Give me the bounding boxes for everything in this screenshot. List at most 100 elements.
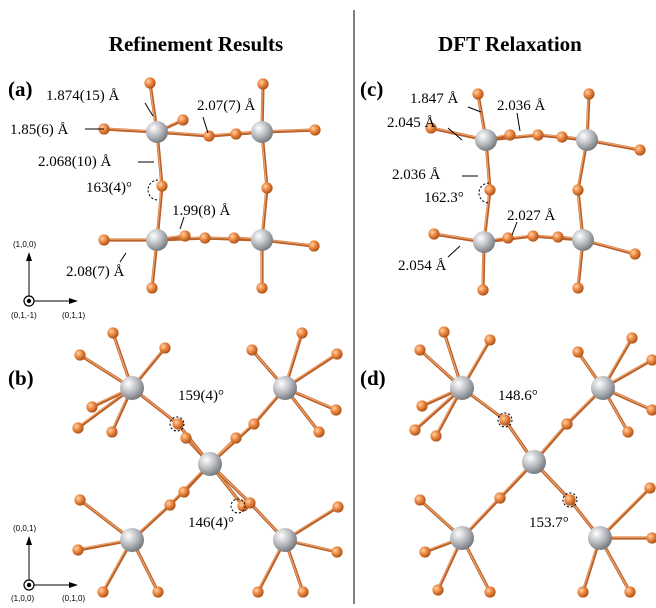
- axis-label-right: (0,1,0): [62, 594, 85, 603]
- angle-arc: [169, 416, 185, 432]
- bond-length-label: 2.036 Å: [497, 98, 546, 114]
- oxygen-atom: [564, 494, 576, 506]
- bond-angle-label: 162.3°: [424, 190, 464, 206]
- bond-length-label: 2.045 Å: [387, 115, 436, 131]
- bond-length-label: 1.847 Å: [410, 91, 459, 107]
- oxygen-atom: [577, 586, 589, 598]
- panel-b-structure: [72, 327, 344, 598]
- oxygen-atom: [308, 240, 320, 252]
- axis-label-origin: (1,0,0): [11, 594, 34, 603]
- oxygen-atom: [228, 232, 240, 244]
- panel-b-annotations: 159(4)° 146(4)°: [169, 388, 246, 531]
- oxygen-atom: [331, 546, 343, 558]
- oxygen-atom: [419, 546, 431, 558]
- oxygen-atom: [484, 586, 496, 598]
- oxygen-atom: [98, 234, 110, 246]
- metal-atom: [251, 121, 273, 143]
- axis-label-origin: (0,1,-1): [11, 311, 37, 320]
- oxygen-atom: [332, 501, 344, 513]
- oxygen-atom: [644, 482, 656, 494]
- oxygen-atom: [499, 414, 511, 426]
- oxygen-atom: [430, 430, 442, 442]
- axis-label-up: (1,0,0): [13, 240, 36, 249]
- oxygen-atom: [472, 88, 484, 100]
- oxygen-atom: [331, 348, 343, 360]
- bond-angle-label: 159(4)°: [178, 388, 224, 404]
- metal-atom: [522, 450, 546, 474]
- bond-length-label: 2.027 Å: [507, 208, 556, 224]
- metal-atom: [146, 229, 168, 251]
- oxygen-atom: [629, 248, 641, 260]
- oxygen-atom: [313, 426, 325, 438]
- metal-atom: [473, 231, 495, 253]
- angle-arc: [562, 492, 578, 508]
- oxygen-atom: [257, 78, 269, 90]
- oxygen-atom: [646, 532, 656, 544]
- oxygen-atom: [414, 494, 426, 506]
- panel-label-c: (c): [360, 77, 383, 101]
- oxygen-atom: [107, 327, 119, 339]
- title-refinement-results: Refinement Results: [109, 32, 283, 56]
- oxygen-atom: [297, 586, 309, 598]
- bond-length-label: 1.99(8) Å: [172, 203, 230, 219]
- oxygen-atom: [230, 432, 242, 444]
- bond-length-label: 1.874(15) Å: [46, 88, 119, 104]
- panel-a-structure: [98, 77, 321, 294]
- oxygen-atom: [477, 284, 489, 296]
- oxygen-atom: [561, 418, 573, 430]
- panel-d-structure: [409, 326, 656, 598]
- oxygen-atom: [504, 129, 516, 141]
- oxygen-atom: [432, 584, 444, 596]
- metal-atom: [273, 376, 297, 400]
- oxygen-atom: [572, 282, 584, 294]
- oxygen-atom: [438, 326, 450, 338]
- oxygen-atom: [106, 426, 118, 438]
- metal-atom: [146, 121, 168, 143]
- oxygen-atom: [622, 426, 634, 438]
- oxygen-atom: [428, 228, 440, 240]
- oxygen-atom: [646, 354, 656, 366]
- bond-length-label: 1.85(6) Å: [10, 122, 68, 138]
- bond-angle-label: 146(4)°: [188, 515, 234, 531]
- axes-indicator-bottom: (0,0,1) (1,0,0) (0,1,0): [11, 524, 85, 603]
- oxygen-atom: [180, 432, 192, 444]
- oxygen-atom: [178, 486, 190, 498]
- bond-length-label: 2.036 Å: [392, 167, 441, 183]
- oxygen-atom: [425, 122, 437, 134]
- metal-atom: [475, 129, 497, 151]
- angle-arc: [147, 179, 159, 201]
- oxygen-atom: [159, 342, 171, 354]
- oxygen-atom: [230, 128, 242, 140]
- metal-atom: [572, 229, 594, 251]
- oxygen-atom: [152, 586, 164, 598]
- oxygen-atom: [177, 114, 189, 126]
- metal-atom: [576, 129, 598, 151]
- panel-d-annotations: 148.6° 153.7°: [497, 388, 578, 531]
- oxygen-atom: [646, 404, 656, 416]
- bond-angle-label: 148.6°: [498, 388, 538, 404]
- oxygen-atom: [556, 131, 568, 143]
- oxygen-atom: [527, 230, 539, 242]
- oxygen-atom: [502, 232, 514, 244]
- metal-atom: [450, 526, 474, 550]
- metal-atom: [251, 229, 273, 251]
- panel-label-d: (d): [360, 366, 386, 390]
- oxygen-atom: [626, 332, 638, 344]
- bond-length-label: 2.054 Å: [398, 258, 447, 274]
- metal-atom: [450, 376, 474, 400]
- axes-indicator-top: (1,0,0) (0,1,-1) (0,1,1): [11, 240, 85, 320]
- oxygen-atom: [144, 77, 156, 89]
- oxygen-atom: [532, 129, 544, 141]
- oxygen-atom: [248, 418, 260, 430]
- bond-length-label: 2.07(7) Å: [197, 98, 255, 114]
- oxygen-atom: [72, 422, 84, 434]
- oxygen-atom: [156, 180, 168, 192]
- panel-a-annotations: 1.874(15) Å 2.07(7) Å 1.85(6) Å 2.068(10…: [10, 88, 255, 280]
- oxygen-atom: [97, 586, 109, 598]
- axis-label-up: (0,0,1): [13, 524, 36, 533]
- oxygen-atom: [179, 230, 191, 242]
- oxygen-atom: [164, 499, 176, 511]
- metal-atom: [588, 526, 612, 550]
- oxygen-atom: [624, 586, 636, 598]
